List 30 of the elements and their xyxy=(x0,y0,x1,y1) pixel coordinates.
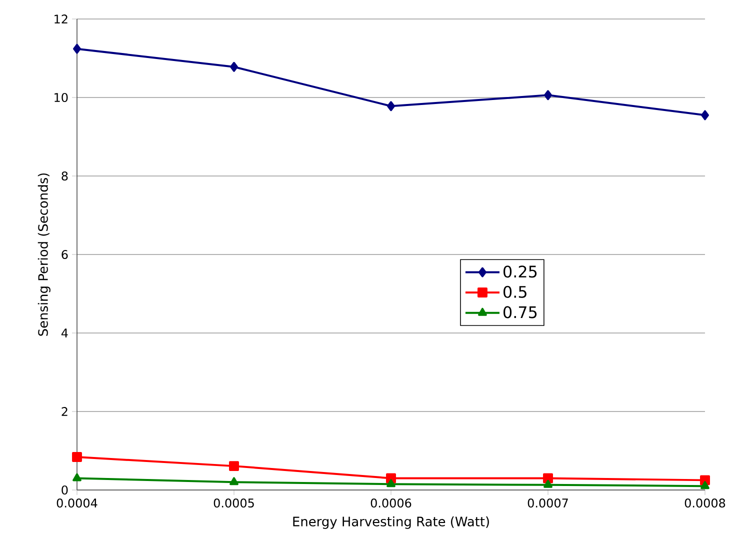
point xyxy=(701,110,709,120)
x-tick-label: 0.0006 xyxy=(370,498,412,508)
legend-label: 0.5 xyxy=(504,286,526,298)
point xyxy=(544,480,552,488)
x-axis-title: Energy Harvesting Rate (Watt) xyxy=(293,516,489,529)
point xyxy=(72,452,82,462)
legend-label: 0.25 xyxy=(504,266,537,278)
point xyxy=(386,479,396,488)
y-tick-label: 8 xyxy=(62,171,68,181)
y-tick-label: 0 xyxy=(62,485,68,495)
y-tick-label: 10 xyxy=(54,92,68,102)
point xyxy=(544,90,552,100)
point xyxy=(700,481,710,490)
point xyxy=(72,473,82,482)
legend-label: 0.75 xyxy=(504,306,537,318)
point xyxy=(387,101,395,112)
y-tick-label: 12 xyxy=(54,14,68,24)
x-tick-label: 0.0005 xyxy=(214,498,254,508)
x-tick-label: 0.0008 xyxy=(684,498,726,508)
point xyxy=(229,461,239,472)
y-tick-label: 6 xyxy=(62,250,68,260)
point xyxy=(73,44,81,54)
y-tick-label: 4 xyxy=(61,328,68,338)
point xyxy=(230,477,238,486)
y-axis-title: Sensing Period (Seconds) xyxy=(38,173,50,336)
y-tick-label: 2 xyxy=(62,407,68,416)
x-tick-label: 0.0004 xyxy=(56,498,98,508)
x-tick-label: 0.0007 xyxy=(528,498,568,508)
point xyxy=(230,62,238,72)
point xyxy=(543,473,553,484)
